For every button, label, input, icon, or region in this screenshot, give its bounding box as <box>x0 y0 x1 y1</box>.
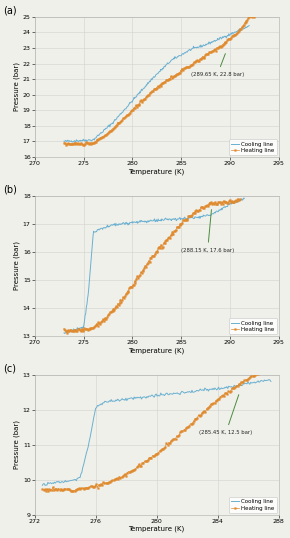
Heating line <box>103 479 106 486</box>
Heating line <box>55 485 58 492</box>
Cooling line <box>63 330 66 337</box>
Y-axis label: Pressure (bar): Pressure (bar) <box>13 420 20 469</box>
Heating line <box>62 140 66 146</box>
X-axis label: Temperature (K): Temperature (K) <box>128 526 185 533</box>
Cooling line <box>173 55 176 62</box>
Heating line <box>62 325 66 332</box>
Heating line <box>69 488 73 494</box>
Line: Heating line: Heating line <box>41 367 272 492</box>
Cooling line <box>231 29 234 36</box>
Cooling line <box>173 390 176 397</box>
Heating line <box>70 140 73 147</box>
Cooling line <box>215 208 218 214</box>
Cooling line <box>170 216 174 222</box>
X-axis label: Temperature (K): Temperature (K) <box>128 347 185 353</box>
Heating line <box>244 19 247 25</box>
Heating line <box>230 199 233 205</box>
Cooling line <box>173 215 177 222</box>
Cooling line <box>133 394 136 400</box>
Heating line <box>81 141 85 148</box>
Legend: Cooling line, Heating line: Cooling line, Heating line <box>229 139 277 155</box>
Cooling line <box>219 34 222 41</box>
Heating line <box>238 196 241 203</box>
Heating line <box>251 373 254 379</box>
Heating line <box>236 195 240 202</box>
Text: (c): (c) <box>3 363 16 373</box>
Text: (288.15 K, 17.6 bar): (288.15 K, 17.6 bar) <box>181 210 234 253</box>
Heating line <box>74 141 77 147</box>
Heating line <box>110 308 113 315</box>
Heating line <box>224 199 227 205</box>
Line: Cooling line: Cooling line <box>64 198 244 334</box>
Cooling line <box>64 330 67 336</box>
Heating line <box>269 365 273 372</box>
Cooling line <box>78 475 82 481</box>
X-axis label: Temperature (K): Temperature (K) <box>128 168 185 175</box>
Heating line <box>74 327 77 333</box>
Heating line <box>65 330 68 336</box>
Line: Cooling line: Cooling line <box>42 379 271 485</box>
Cooling line <box>70 139 74 145</box>
Text: (b): (b) <box>3 184 17 194</box>
Cooling line <box>173 53 177 60</box>
Heating line <box>50 487 53 493</box>
Heating line <box>41 486 44 492</box>
Cooling line <box>135 395 139 401</box>
Cooling line <box>248 23 251 29</box>
Line: Heating line: Heating line <box>63 15 255 146</box>
Cooling line <box>63 138 66 145</box>
Heating line <box>259 369 262 376</box>
Cooling line <box>41 482 44 489</box>
Line: Cooling line: Cooling line <box>64 26 249 142</box>
Y-axis label: Pressure (bar): Pressure (bar) <box>13 62 20 111</box>
Heating line <box>249 13 252 19</box>
Heating line <box>84 484 88 491</box>
Cooling line <box>242 195 246 201</box>
Cooling line <box>269 378 273 385</box>
Heating line <box>70 328 74 335</box>
Cooling line <box>267 376 271 383</box>
Line: Heating line: Heating line <box>63 198 240 334</box>
Heating line <box>96 323 99 329</box>
Heating line <box>99 134 102 141</box>
Legend: Cooling line, Heating line: Cooling line, Heating line <box>229 497 277 513</box>
Y-axis label: Pressure (bar): Pressure (bar) <box>13 241 20 290</box>
Heating line <box>114 123 117 129</box>
Heating line <box>267 365 270 372</box>
Legend: Cooling line, Heating line: Cooling line, Heating line <box>229 318 277 334</box>
Heating line <box>237 27 241 34</box>
Cooling line <box>176 53 180 60</box>
Cooling line <box>243 195 246 202</box>
Cooling line <box>260 378 263 384</box>
Text: (285.45 K, 12.5 bar): (285.45 K, 12.5 bar) <box>199 395 253 435</box>
Text: (289.65 K, 22.8 bar): (289.65 K, 22.8 bar) <box>191 54 244 77</box>
Cooling line <box>62 330 66 336</box>
Cooling line <box>226 201 230 208</box>
Heating line <box>252 14 256 20</box>
Cooling line <box>198 386 202 392</box>
Cooling line <box>62 138 66 144</box>
Cooling line <box>170 217 173 224</box>
Text: (a): (a) <box>3 5 17 16</box>
